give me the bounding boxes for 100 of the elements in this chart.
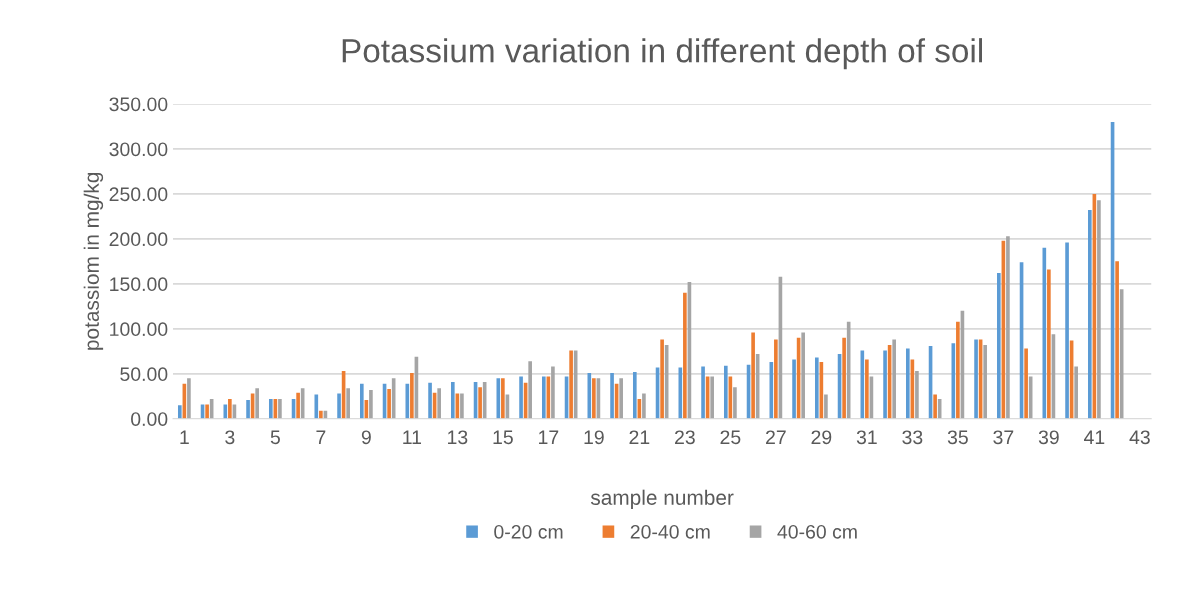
bar [187, 378, 191, 419]
bar [410, 372, 414, 419]
bar [642, 393, 646, 419]
bar [337, 393, 341, 419]
x-tick-label: 31 [856, 430, 877, 445]
bar [296, 392, 300, 419]
bar [228, 398, 232, 419]
bar [478, 387, 482, 419]
bar [1097, 200, 1101, 419]
bar [1065, 242, 1069, 419]
bar [883, 350, 887, 419]
x-tick-label: 37 [993, 430, 1014, 445]
x-tick-label: 15 [493, 430, 513, 445]
bar [815, 357, 819, 419]
bar [974, 339, 978, 419]
bar [496, 378, 501, 419]
bar [801, 332, 805, 419]
bar [865, 359, 869, 419]
bar [246, 399, 250, 419]
y-axis-title: potassiom in mg/kg [83, 172, 104, 350]
bar [369, 389, 373, 419]
bar [592, 378, 596, 419]
legend-label: 20-40 cm [630, 524, 710, 539]
bar [683, 292, 687, 419]
x-tick-label: 11 [403, 430, 422, 444]
x-tick-label: 43 [1129, 430, 1150, 445]
bar [678, 367, 683, 419]
bar [428, 382, 432, 419]
x-tick-label: 21 [629, 430, 650, 444]
bar [892, 339, 896, 419]
x-tick-label: 1 [180, 430, 189, 444]
bar [1042, 247, 1047, 419]
x-tick-label: 13 [448, 430, 468, 445]
bar [710, 376, 714, 419]
bar [632, 372, 637, 419]
bar [915, 371, 919, 419]
x-tick-label: 9 [361, 430, 371, 445]
x-tick-label: 19 [584, 430, 604, 445]
bar [405, 383, 410, 419]
bar [551, 366, 555, 419]
bar [460, 393, 464, 419]
bar [1047, 269, 1051, 419]
bar [792, 359, 796, 419]
bar [319, 410, 323, 419]
x-tick-label: 17 [539, 430, 559, 444]
bar [278, 398, 282, 419]
bar [933, 394, 937, 419]
bar [223, 404, 228, 419]
bar [387, 389, 391, 419]
bar [951, 343, 956, 419]
y-tick-label: 250.00 [109, 187, 168, 202]
bar [769, 362, 774, 419]
legend-label: 0-20 cm [494, 524, 563, 539]
y-tick-label: 350.00 [109, 97, 168, 112]
bar [177, 405, 182, 419]
bar [860, 350, 865, 419]
x-tick-label: 23 [675, 430, 695, 445]
bar [842, 337, 846, 419]
x-tick-label: 27 [766, 430, 786, 444]
y-tick-label: 100.00 [110, 322, 168, 337]
x-tick-label: 3 [225, 430, 235, 445]
bar [268, 398, 273, 419]
bar [983, 345, 987, 419]
y-tick-label: 50.00 [120, 367, 168, 382]
bar [450, 381, 455, 419]
bar [751, 332, 755, 419]
bar [314, 394, 319, 419]
bar [519, 376, 523, 419]
y-tick-label: 0.00 [131, 412, 168, 427]
bar [733, 387, 737, 419]
bar [1024, 348, 1028, 419]
bar [701, 366, 705, 419]
y-tick-label: 300.00 [109, 142, 168, 157]
x-tick-label: 33 [902, 430, 923, 445]
bar [619, 378, 623, 419]
bar [569, 350, 573, 419]
bar [528, 361, 532, 419]
x-tick-label: 5 [270, 430, 280, 445]
y-tick-label: 150.00 [110, 277, 168, 292]
x-axis-title: sample number [590, 489, 734, 510]
bar [906, 348, 910, 419]
legend-label: 40-60 cm [777, 524, 857, 539]
bar [359, 383, 364, 419]
bar [824, 394, 828, 419]
bar [774, 339, 778, 419]
bar [255, 388, 259, 419]
bar [346, 388, 350, 419]
x-tick-label: 35 [947, 430, 968, 445]
bar [660, 339, 664, 419]
x-tick-label: 41 [1084, 430, 1105, 444]
bar [501, 378, 505, 419]
bar [1006, 236, 1010, 419]
bar [956, 321, 960, 419]
bar [587, 372, 592, 419]
bar [205, 404, 209, 419]
bar [1074, 366, 1078, 419]
x-tick-label: 25 [720, 430, 741, 445]
bar [997, 273, 1001, 419]
bar [541, 376, 546, 419]
bar [437, 388, 441, 419]
